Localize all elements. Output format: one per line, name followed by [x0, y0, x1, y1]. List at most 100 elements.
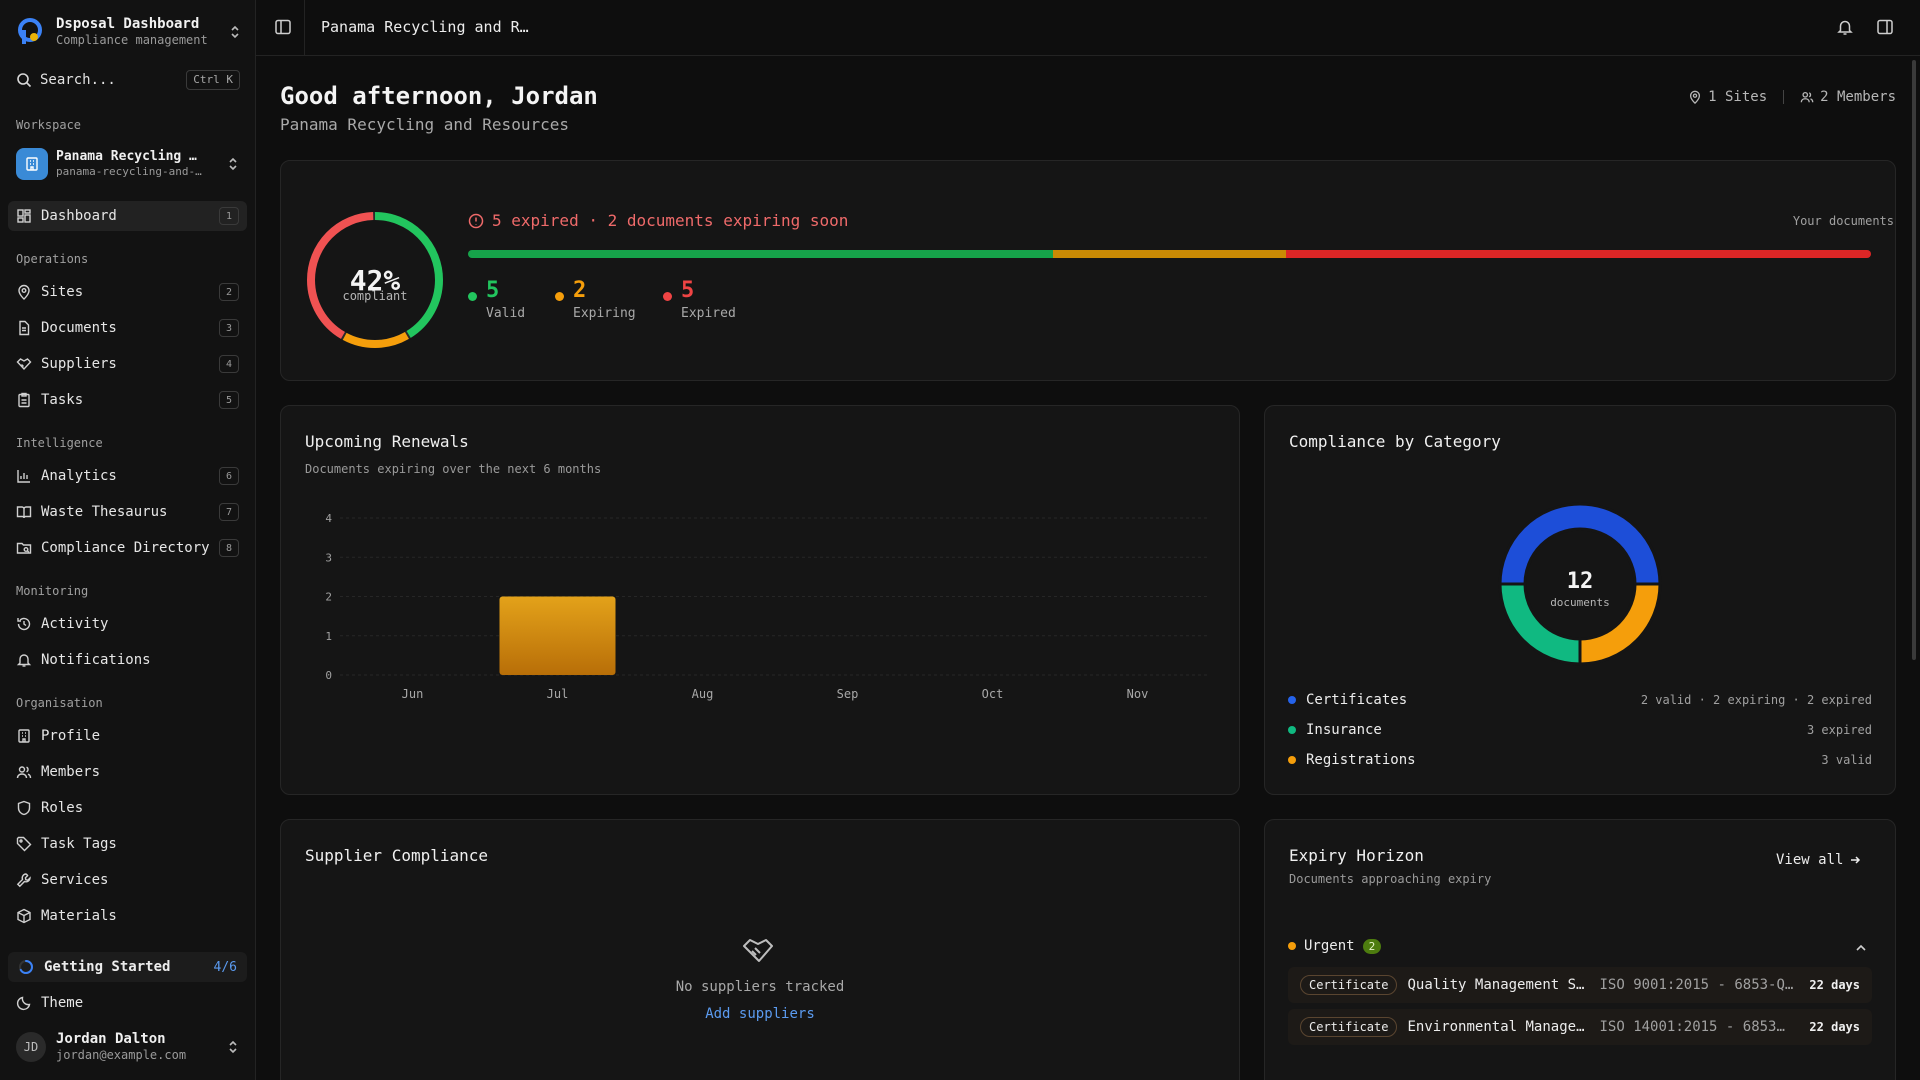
card-title: Compliance by Category [1289, 432, 1501, 451]
donut-slice-insurance[interactable] [1498, 582, 1582, 666]
sidebar-item-suppliers[interactable]: Suppliers 4 [8, 349, 247, 379]
section-operations: Operations [16, 252, 89, 266]
sidebar-item-label: Tasks [41, 392, 84, 408]
sidebar-item-compliance-directory[interactable]: Compliance Directory 8 [8, 533, 247, 563]
workspace-name: Panama Recycling … [56, 149, 197, 164]
history-icon [17, 617, 31, 631]
chevron-up-icon[interactable] [1854, 941, 1868, 955]
divider [304, 0, 305, 55]
legend-dot [1288, 696, 1296, 704]
bell-icon [16, 654, 32, 667]
view-all-link[interactable]: View all [1776, 852, 1861, 868]
status-bar-expiring [1052, 250, 1287, 258]
stat-valid: 5 Valid [468, 278, 525, 321]
sidebar-item-task-tags[interactable]: Task Tags [8, 829, 247, 859]
compliance-ring: 42% compliant [307, 212, 443, 348]
sidebar-item-documents[interactable]: Documents 3 [8, 313, 247, 343]
stat-expiring: 2 Expiring [555, 278, 636, 321]
expiring-document-row[interactable]: Certificate Environmental Manageme… ISO … [1288, 1009, 1872, 1045]
compliance-summary-card [280, 160, 1896, 381]
stat-label: Valid [486, 306, 526, 321]
expiry-alert: 5 expired · 2 documents expiring soon [468, 211, 848, 230]
legend-item-certificates: Certificates 2 valid · 2 expiring · 2 ex… [1288, 690, 1872, 710]
sidebar-item-label: Dashboard [41, 208, 117, 224]
panel-right-icon[interactable] [1876, 18, 1894, 36]
workspace-meta: 1 Sites 2 Members [1688, 89, 1896, 105]
user-menu[interactable]: JD Jordan Dalton jordan@example.com [16, 1030, 240, 1064]
supplier-compliance-card: Supplier Compliance [280, 819, 1240, 1080]
legend-item-insurance: Insurance 3 expired [1288, 720, 1872, 740]
renewals-bar-chart: 0 1 2 3 4 Jun Jul Aug Sep Oct Nov [325, 512, 1210, 701]
map-pin-icon [18, 284, 30, 300]
legend-dot [1288, 756, 1296, 764]
users-icon [16, 766, 32, 779]
status-dot [1288, 942, 1296, 950]
dashboard-grid-icon [17, 209, 31, 223]
sidebar-item-analytics[interactable]: Analytics 6 [8, 461, 247, 491]
shortcut-badge: 5 [219, 391, 239, 409]
ring-segment-expiring [307, 212, 443, 348]
file-text-icon [19, 320, 30, 336]
search-icon [17, 73, 32, 88]
getting-started-label: Getting Started [44, 959, 171, 975]
y-tick-label: 2 [325, 591, 332, 604]
section-intelligence: Intelligence [16, 436, 103, 450]
members-count[interactable]: 2 Members [1820, 89, 1896, 105]
sidebar-item-waste-thesaurus[interactable]: Waste Thesaurus 7 [8, 497, 247, 527]
donut-slice-certificates[interactable] [1498, 502, 1662, 586]
sidebar-item-dashboard[interactable]: Dashboard 1 [8, 201, 247, 231]
user-email: jordan@example.com [56, 1048, 187, 1062]
sidebar: Dsposal Dashboard Compliance management … [0, 0, 256, 1080]
urgent-group-header[interactable]: Urgent 2 [1288, 938, 1382, 954]
search-trigger[interactable]: Search... Ctrl K [16, 68, 240, 92]
expiring-document-row[interactable]: Certificate Quality Management S… ISO 90… [1288, 967, 1872, 1003]
page-title: Good afternoon, Jordan [280, 82, 598, 110]
legend-detail: 3 valid [1821, 753, 1872, 767]
workspace-switcher[interactable]: Panama Recycling … panama-recycling-and-… [16, 146, 240, 182]
legend-detail: 3 expired [1806, 723, 1872, 737]
sidebar-item-theme[interactable]: Theme [8, 988, 247, 1018]
section-organisation: Organisation [16, 696, 103, 710]
y-tick-label: 0 [325, 669, 332, 682]
compliance-percent: 42% [350, 264, 401, 297]
document-name: Quality Management S… [1407, 977, 1585, 993]
legend-detail: 2 valid · 2 expiring · 2 expired [1640, 693, 1872, 707]
bar-jul[interactable] [499, 596, 616, 676]
sidebar-item-notifications[interactable]: Notifications [8, 645, 247, 675]
y-tick-label: 3 [325, 551, 332, 564]
sidebar-item-label: Members [41, 764, 101, 780]
sidebar-item-members[interactable]: Members [8, 757, 247, 787]
sidebar-item-roles[interactable]: Roles [8, 793, 247, 823]
x-tick-label: Jun [402, 687, 424, 701]
sidebar-item-sites[interactable]: Sites 2 [8, 277, 247, 307]
sidebar-toggle-icon[interactable] [274, 18, 292, 36]
bell-icon[interactable] [1836, 18, 1854, 36]
handshake-icon [743, 939, 773, 962]
app-title: Dsposal Dashboard [56, 16, 200, 32]
stat-value: 2 [573, 278, 587, 303]
handshake-icon [16, 358, 32, 371]
search-shortcut: Ctrl K [186, 70, 240, 90]
alert-circle-icon [468, 213, 484, 228]
sidebar-item-profile[interactable]: Profile [8, 721, 247, 751]
app-switcher[interactable]: Dsposal Dashboard Compliance management [16, 14, 242, 50]
sidebar-item-tasks[interactable]: Tasks 5 [8, 385, 247, 415]
dsposal-logo-icon [18, 18, 42, 44]
topbar: Panama Recycling and R… [256, 0, 1920, 56]
card-title: Upcoming Renewals [305, 432, 469, 451]
card-title: Supplier Compliance [305, 846, 489, 865]
stat-value: 5 [681, 278, 695, 303]
add-suppliers-link[interactable]: Add suppliers [705, 1006, 815, 1022]
group-label: Urgent [1304, 938, 1355, 954]
stat-value: 5 [486, 278, 500, 303]
getting-started-button[interactable]: Getting Started 4/6 [8, 952, 247, 982]
building-icon [18, 729, 30, 743]
sidebar-item-label: Suppliers [41, 356, 117, 372]
sidebar-item-services[interactable]: Services [8, 865, 247, 895]
sidebar-item-materials[interactable]: Materials [8, 901, 247, 931]
page-scrollbar[interactable] [1912, 60, 1916, 660]
sidebar-item-activity[interactable]: Activity [8, 609, 247, 639]
sites-count[interactable]: 1 Sites [1708, 89, 1768, 105]
breadcrumb: Panama Recycling and R… [321, 18, 529, 36]
status-bar-valid [468, 250, 1053, 258]
